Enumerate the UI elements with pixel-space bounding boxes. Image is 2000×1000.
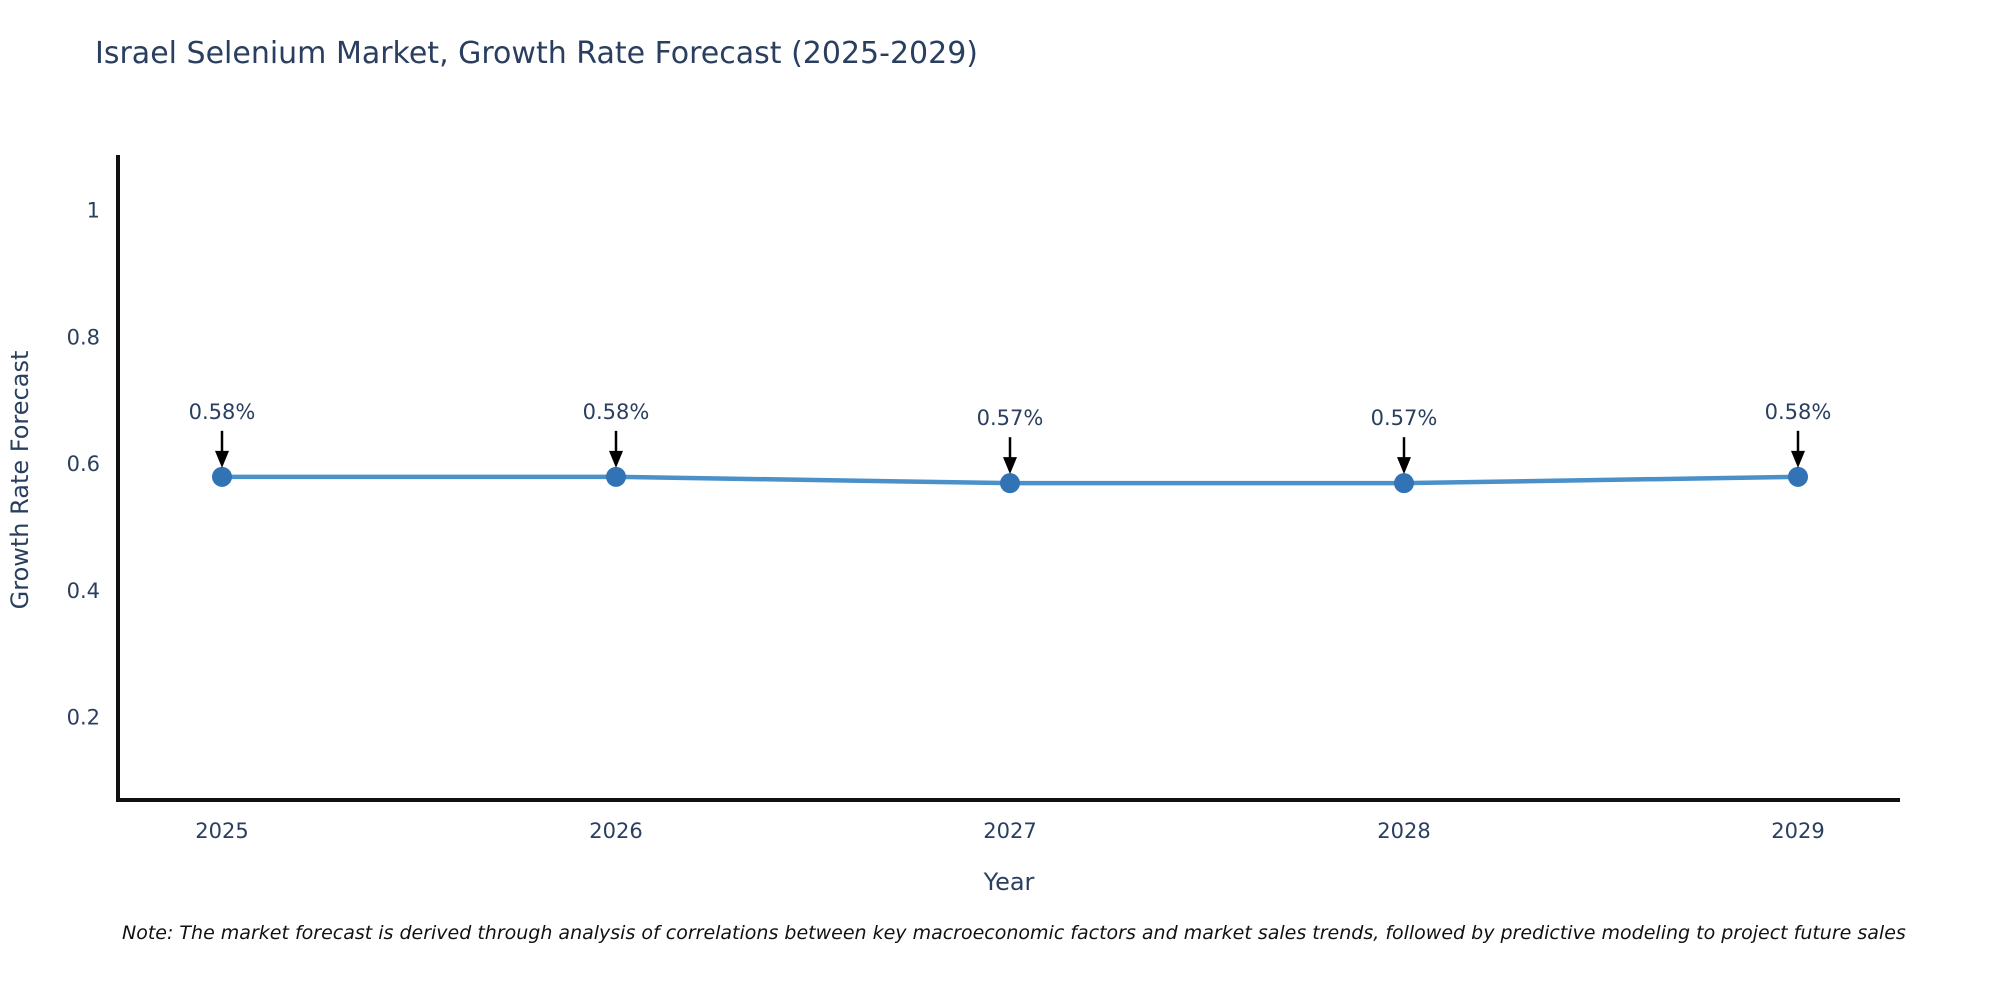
data-point bbox=[606, 466, 626, 487]
axis-lines bbox=[116, 155, 1900, 802]
x-tick-label: 2025 bbox=[195, 819, 248, 843]
point-annotation: 0.57% bbox=[977, 406, 1044, 430]
y-tick-label: 1 bbox=[87, 199, 100, 223]
point-annotation: 0.57% bbox=[1371, 406, 1438, 430]
annotation-arrowhead bbox=[1397, 457, 1411, 475]
data-point bbox=[1000, 473, 1020, 494]
y-axis-title: Growth Rate Forecast bbox=[6, 351, 34, 610]
annotation-arrowhead bbox=[1791, 450, 1805, 468]
y-tick-label: 0.6 bbox=[67, 452, 100, 476]
data-point bbox=[1394, 473, 1414, 494]
point-annotation: 0.58% bbox=[189, 400, 256, 424]
x-tick-label: 2026 bbox=[589, 819, 642, 843]
x-axis-title: Year bbox=[983, 868, 1035, 896]
chart-title: Israel Selenium Market, Growth Rate Fore… bbox=[95, 36, 978, 71]
point-annotation: 0.58% bbox=[583, 400, 650, 424]
annotation-arrowhead bbox=[609, 450, 623, 468]
annotation-arrowhead bbox=[215, 450, 229, 468]
data-point bbox=[212, 466, 232, 487]
x-tick-label: 2029 bbox=[1771, 819, 1824, 843]
y-tick-label: 0.4 bbox=[67, 579, 100, 603]
y-tick-label: 0.8 bbox=[67, 325, 100, 349]
footnote: Note: The market forecast is derived thr… bbox=[122, 922, 1906, 944]
y-tick-label: 0.2 bbox=[67, 706, 100, 730]
x-tick-label: 2028 bbox=[1377, 819, 1430, 843]
annotation-arrowhead bbox=[1003, 457, 1017, 475]
data-point bbox=[1788, 466, 1808, 487]
point-annotation: 0.58% bbox=[1765, 400, 1832, 424]
x-tick-label: 2027 bbox=[983, 819, 1036, 843]
